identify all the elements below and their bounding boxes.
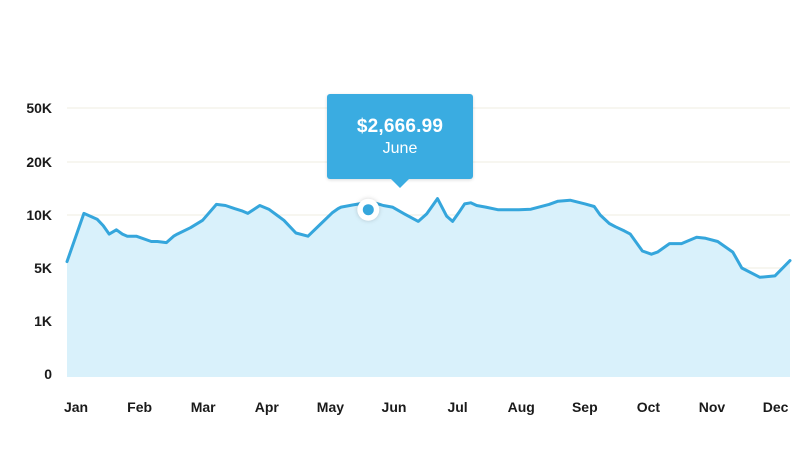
- y-axis-ticks: 0 1K 5K 10K 20K 50K: [26, 100, 52, 382]
- tooltip-label: June: [382, 140, 418, 157]
- x-tick-label: Apr: [255, 399, 280, 415]
- tooltip-value: $2,666.99: [356, 116, 444, 137]
- y-tick-label: 10K: [26, 207, 52, 223]
- x-tick-label: Dec: [763, 399, 789, 415]
- y-tick-label: 20K: [26, 154, 52, 170]
- highlight-point[interactable]: [362, 204, 374, 216]
- y-tick-label: 1K: [34, 313, 52, 329]
- series-line: [65, 197, 792, 279]
- x-tick-label: Jun: [382, 399, 407, 415]
- x-tick-label: Aug: [508, 399, 535, 415]
- x-tick-label: Jan: [64, 399, 88, 415]
- x-tick-label: Oct: [637, 399, 661, 415]
- tooltip: $2,666.99 June: [327, 94, 473, 188]
- x-tick-label: Nov: [699, 399, 726, 415]
- series-area-fill: [67, 198, 790, 377]
- y-tick-label: 0: [44, 366, 52, 382]
- x-tick-label: May: [317, 399, 344, 415]
- y-tick-label: 5K: [34, 260, 52, 276]
- x-tick-label: Jul: [447, 399, 467, 415]
- y-tick-label: 50K: [26, 100, 52, 116]
- x-tick-label: Sep: [572, 399, 598, 415]
- x-axis-ticks: Jan Feb Mar Apr May Jun Jul Aug Sep Oct Nov Dec: [64, 399, 789, 415]
- x-tick-label: Feb: [127, 399, 152, 415]
- tooltip-marker[interactable]: [357, 198, 380, 221]
- x-tick-label: Mar: [191, 399, 216, 415]
